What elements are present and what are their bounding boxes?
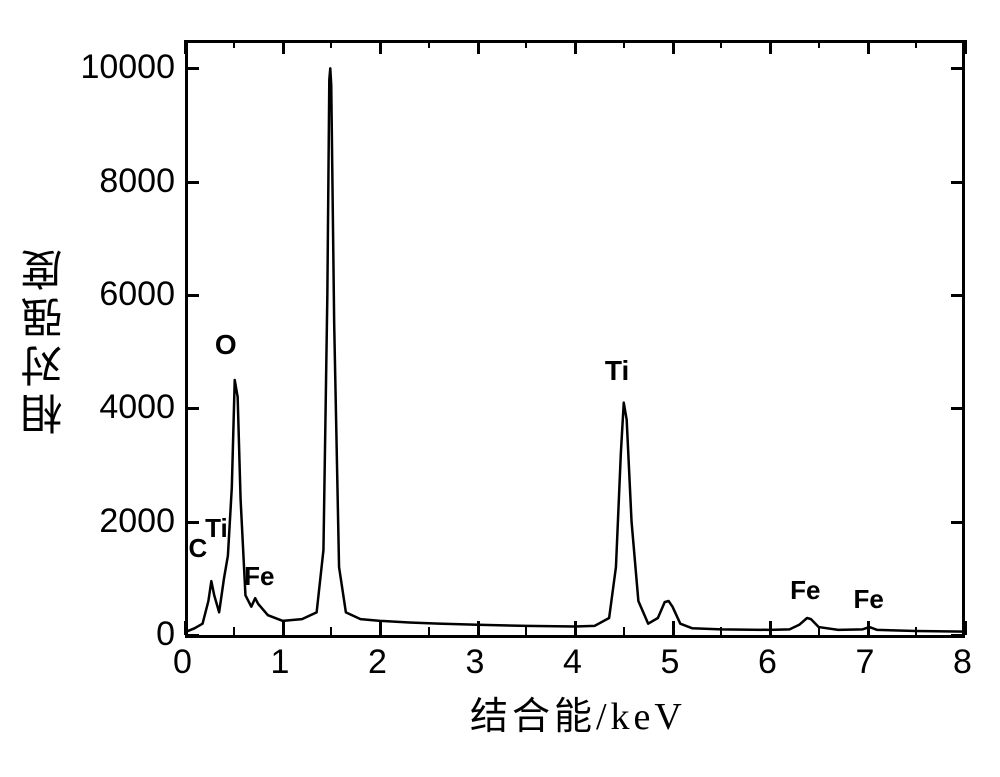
peak-label: Fe bbox=[244, 561, 274, 592]
peak-label: Ti bbox=[205, 513, 228, 544]
y-tick-label: 4000 bbox=[99, 388, 175, 427]
y-axis-label: 相对强度 bbox=[15, 243, 76, 435]
x-axis-label: 结合能/keV bbox=[470, 685, 686, 740]
peak-label: Fe bbox=[790, 575, 820, 606]
y-tick-label: 2000 bbox=[99, 502, 175, 541]
x-tick-label: 3 bbox=[466, 643, 485, 682]
x-tick-label: 7 bbox=[856, 643, 875, 682]
y-tick-label: 6000 bbox=[99, 275, 175, 314]
x-tick-label: 5 bbox=[661, 643, 680, 682]
peak-label: Ti bbox=[605, 355, 629, 387]
spectrum-line bbox=[185, 40, 965, 635]
x-tick-label: 0 bbox=[173, 643, 192, 682]
y-tick-label: 10000 bbox=[80, 48, 175, 87]
axis-bottom bbox=[185, 635, 965, 638]
eds-spectrum-chart: 012345678 0200040006000800010000 CTiOFeT… bbox=[0, 0, 1000, 777]
y-tick-label: 8000 bbox=[99, 162, 175, 201]
peak-label: Fe bbox=[854, 584, 884, 615]
x-tick-label: 4 bbox=[563, 643, 582, 682]
x-tick-label: 8 bbox=[953, 643, 972, 682]
x-tick-label: 2 bbox=[368, 643, 387, 682]
x-tick-label: 1 bbox=[271, 643, 290, 682]
y-tick-label: 0 bbox=[156, 615, 175, 654]
x-tick-label: 6 bbox=[758, 643, 777, 682]
peak-label: O bbox=[215, 329, 237, 361]
